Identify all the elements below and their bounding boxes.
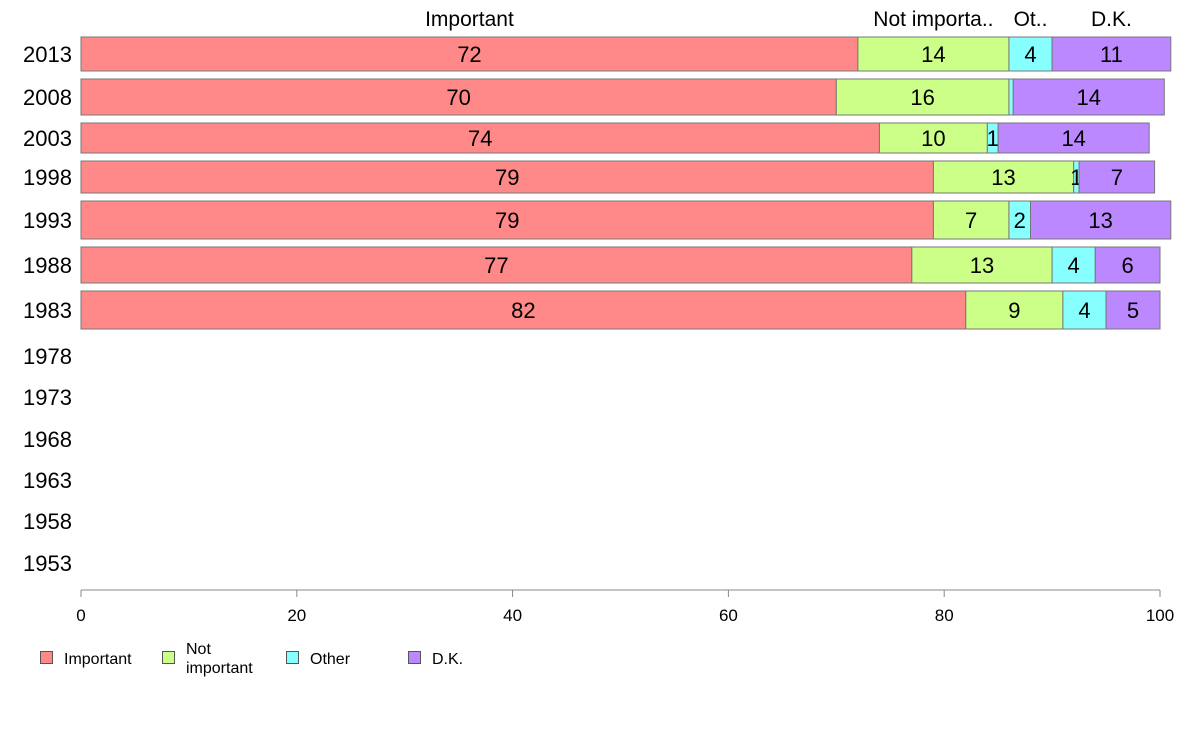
bar-segment [932, 200, 1010, 240]
legend-label: Not important [186, 640, 253, 678]
x-tick-label: 60 [719, 606, 738, 625]
legend-swatch [408, 651, 421, 664]
column-headers: Important Not importa.. Ot.. D.K. [425, 8, 1132, 31]
data-label: 9 [1008, 298, 1020, 323]
data-label: 82 [511, 298, 535, 323]
data-label: 5 [1127, 298, 1139, 323]
legend-label-line: D.K. [432, 651, 464, 668]
column-header: D.K. [1091, 8, 1132, 31]
data-label: 77 [484, 253, 508, 278]
bar-segment [857, 36, 1010, 72]
data-label: 10 [921, 126, 945, 151]
bar-segment [80, 78, 837, 116]
y-tick-label: 1983 [23, 298, 72, 323]
x-tick-label: 0 [76, 606, 85, 625]
x-axis: 0 20 40 60 80 100 [76, 589, 1174, 625]
bar-segment [1078, 160, 1156, 194]
data-label: 79 [495, 165, 519, 190]
y-tick-label: 2003 [23, 126, 72, 151]
bar-segment [1105, 290, 1161, 330]
x-tick-label: 20 [287, 606, 306, 625]
data-label: 14 [1077, 85, 1101, 110]
y-tick-label: 1978 [23, 344, 72, 369]
bar-segment [80, 36, 859, 72]
y-tick-label: 1963 [23, 468, 72, 493]
legend-item: Not important [162, 640, 253, 678]
column-header: Ot.. [1014, 8, 1048, 31]
bar-segment [911, 246, 1053, 284]
y-tick-label: 2013 [23, 42, 72, 67]
data-label: 72 [457, 42, 481, 67]
legend-item: Important [40, 640, 132, 669]
data-label: 7 [1111, 165, 1123, 190]
bar-segment [878, 122, 988, 154]
bar-segment [80, 290, 967, 330]
bar-segment [1008, 78, 1014, 116]
data-label: 74 [468, 126, 492, 151]
data-label: 4 [1078, 298, 1090, 323]
y-tick-label: 1968 [23, 427, 72, 452]
data-label: 1 [987, 126, 999, 151]
bar-segment [965, 290, 1064, 330]
legend-label: D.K. [432, 650, 463, 669]
data-label: 13 [970, 253, 994, 278]
y-tick-label: 1993 [23, 208, 72, 233]
legend-label-line: Other [310, 651, 351, 668]
legend-label-line: Not [186, 641, 211, 658]
legend-label: Important [64, 650, 132, 669]
bar-segment [1030, 200, 1172, 240]
bar-segment [80, 122, 880, 154]
y-tick-label: 1988 [23, 253, 72, 278]
bar-segment [80, 160, 934, 194]
legend-label-line: Important [64, 651, 132, 668]
data-label: 4 [1024, 42, 1036, 67]
data-label: 70 [446, 85, 470, 110]
bar-segment [80, 246, 913, 284]
bar-segment [1094, 246, 1161, 284]
data-label: 11 [1100, 42, 1123, 67]
legend-item: Other [286, 640, 350, 669]
data-label: 2 [1014, 208, 1026, 233]
y-tick-label: 1953 [23, 551, 72, 576]
data-label: 14 [1061, 126, 1085, 151]
legend-label-line: important [186, 660, 253, 677]
legend-swatch [162, 651, 175, 664]
x-tick-label: 40 [503, 606, 522, 625]
data-label: 13 [991, 165, 1015, 190]
bar-segment [1051, 36, 1172, 72]
x-tick-label: 100 [1146, 606, 1174, 625]
y-tick-label: 2008 [23, 85, 72, 110]
legend-swatch [286, 651, 299, 664]
legend: Important Not important Other D.K. [40, 640, 740, 684]
data-label: 6 [1122, 253, 1134, 278]
y-tick-label: 1973 [23, 385, 72, 410]
column-header: Not importa.. [873, 8, 993, 31]
y-axis-labels: 2013 2008 2003 1998 1993 1988 1983 1978 1973 1968… [23, 42, 72, 576]
bar-segment [997, 122, 1150, 154]
data-label: 14 [921, 42, 945, 67]
data-label: 16 [910, 85, 934, 110]
bar-segment [1012, 78, 1165, 116]
bar-segment [1062, 290, 1107, 330]
bar-segment [1051, 246, 1096, 284]
data-label: 4 [1068, 253, 1080, 278]
legend-item: D.K. [408, 640, 463, 669]
y-tick-label: 1958 [23, 509, 72, 534]
bar-segment [932, 160, 1075, 194]
bar-segment [1008, 36, 1053, 72]
legend-label: Other [310, 650, 350, 669]
legend-swatch [40, 651, 53, 664]
bar-segment [835, 78, 1010, 116]
data-label: 79 [495, 208, 519, 233]
data-label: 13 [1088, 208, 1112, 233]
y-tick-label: 1998 [23, 165, 72, 190]
x-tick-label: 80 [935, 606, 954, 625]
column-header: Important [425, 8, 514, 31]
data-label: 7 [965, 208, 977, 233]
